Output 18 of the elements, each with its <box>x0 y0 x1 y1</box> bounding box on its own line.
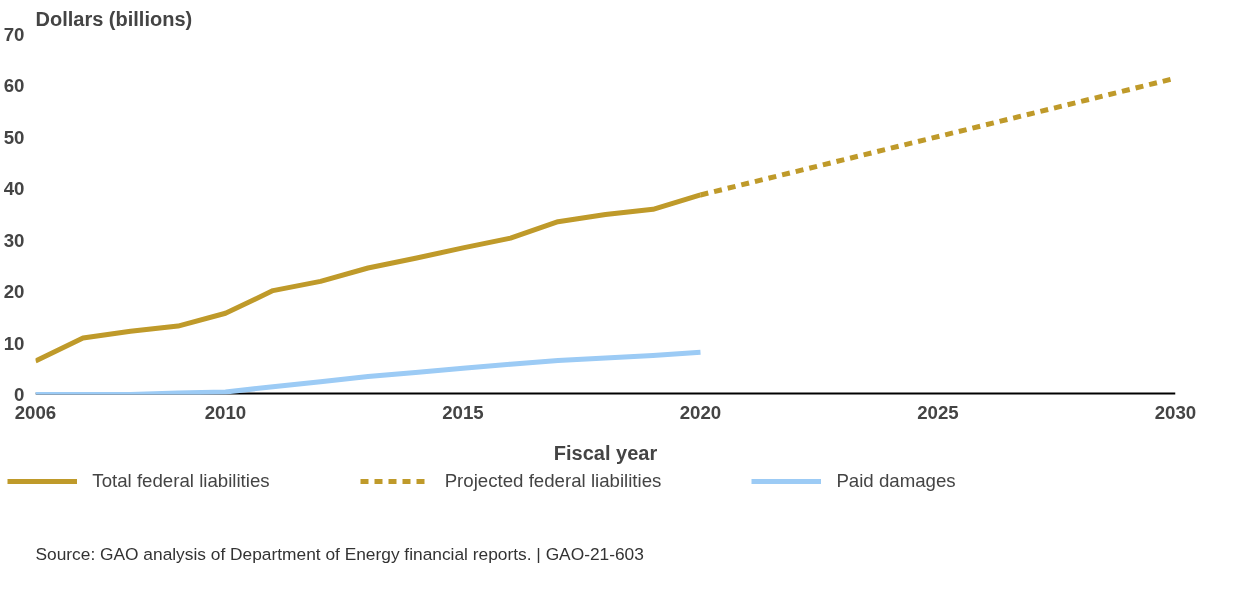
x-tick-label: 2025 <box>917 401 959 423</box>
y-tick-label: 30 <box>3 229 25 251</box>
legend-label: Paid damages <box>836 470 956 492</box>
legend-label: Total federal liabilities <box>92 470 270 492</box>
x-tick-label: 2010 <box>204 401 247 423</box>
y-tick-label: 70 <box>3 24 25 45</box>
x-tick-label: 2020 <box>679 401 722 423</box>
x-axis-title: Fiscal year <box>553 441 658 464</box>
source-note: Source: GAO analysis of Department of Energy financial reports. | GAO-21-603 <box>35 543 644 564</box>
legend-label: Projected federal liabilities <box>444 470 662 492</box>
y-tick-label: 60 <box>3 75 25 97</box>
y-axis-title: Dollars (billions) <box>35 7 193 30</box>
x-tick-label: 2030 <box>1154 401 1197 423</box>
x-tick-label: 2015 <box>442 401 484 423</box>
y-tick-label: 50 <box>3 126 25 148</box>
y-tick-label: 10 <box>3 332 25 354</box>
y-tick-label: 40 <box>3 178 25 200</box>
y-tick-label: 20 <box>3 281 25 303</box>
